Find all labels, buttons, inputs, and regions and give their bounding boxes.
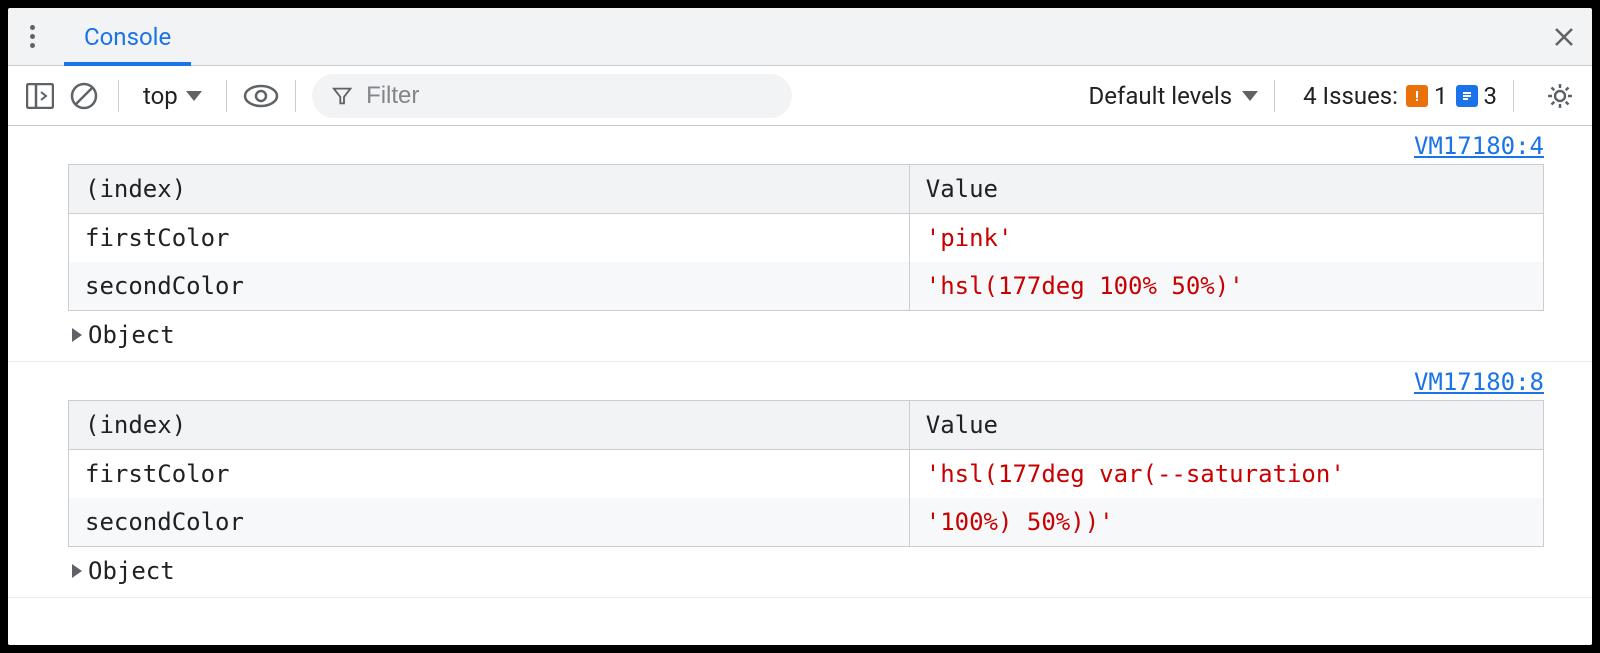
filter-input-container [312, 74, 792, 118]
table-row: secondColor '100%) 50%))' [69, 498, 1544, 547]
table-cell-value: 'hsl(177deg 100% 50%)' [909, 262, 1543, 311]
toolbar-divider [226, 80, 227, 112]
table-cell-value: 'pink' [909, 214, 1543, 263]
devtools-panel: Console top Default levels [8, 8, 1592, 645]
toggle-sidebar-icon[interactable] [22, 78, 58, 114]
settings-icon[interactable] [1542, 78, 1578, 114]
source-link-container: VM17180:8 [68, 362, 1544, 400]
close-icon[interactable] [1548, 21, 1580, 53]
issue-badge-info: 3 [1456, 82, 1498, 110]
toolbar-divider [118, 80, 119, 112]
issues-counter[interactable]: 4 Issues: 1 3 [1303, 82, 1497, 110]
toolbar-divider [295, 80, 296, 112]
tab-console[interactable]: Console [64, 9, 191, 65]
object-label: Object [88, 557, 175, 585]
info-icon [1456, 85, 1478, 107]
console-output: VM17180:4 (index) Value firstColor 'pink… [8, 126, 1592, 645]
warning-count: 1 [1434, 82, 1448, 110]
clear-console-icon[interactable] [66, 78, 102, 114]
object-expand[interactable]: Object [68, 547, 1544, 597]
info-count: 3 [1484, 82, 1498, 110]
table-header[interactable]: Value [909, 401, 1543, 450]
table-row: firstColor 'pink' [69, 214, 1544, 263]
chevron-down-icon [1242, 91, 1258, 101]
live-expression-icon[interactable] [243, 78, 279, 114]
issues-label: 4 Issues: [1303, 82, 1398, 110]
console-toolbar: top Default levels 4 Issues: 1 [8, 66, 1592, 126]
console-table: (index) Value firstColor 'pink' secondCo… [68, 164, 1544, 311]
toolbar-divider [1513, 80, 1514, 112]
filter-input[interactable] [366, 82, 772, 110]
log-levels-selector[interactable]: Default levels [1089, 82, 1259, 110]
filter-icon [332, 85, 352, 107]
table-cell-index: secondColor [69, 498, 910, 547]
console-entry: VM17180:8 (index) Value firstColor 'hsl(… [8, 362, 1592, 598]
warning-icon [1406, 85, 1428, 107]
chevron-down-icon [186, 91, 202, 101]
expand-triangle-icon [72, 328, 82, 342]
toolbar-divider [1274, 80, 1275, 112]
console-entry: VM17180:4 (index) Value firstColor 'pink… [8, 126, 1592, 362]
object-label: Object [88, 321, 175, 349]
tab-bar: Console [8, 8, 1592, 66]
table-header[interactable]: Value [909, 165, 1543, 214]
context-selector[interactable]: top [135, 82, 210, 110]
source-link-container: VM17180:4 [68, 126, 1544, 164]
table-cell-value: '100%) 50%))' [909, 498, 1543, 547]
table-cell-index: firstColor [69, 450, 910, 499]
table-header[interactable]: (index) [69, 165, 910, 214]
table-header-row: (index) Value [69, 165, 1544, 214]
table-cell-value: 'hsl(177deg var(--saturation' [909, 450, 1543, 499]
object-expand[interactable]: Object [68, 311, 1544, 361]
table-header-row: (index) Value [69, 401, 1544, 450]
console-table: (index) Value firstColor 'hsl(177deg var… [68, 400, 1544, 547]
expand-triangle-icon [72, 564, 82, 578]
kebab-menu-icon[interactable] [20, 25, 44, 48]
table-cell-index: firstColor [69, 214, 910, 263]
source-link[interactable]: VM17180:8 [1414, 368, 1544, 396]
table-row: secondColor 'hsl(177deg 100% 50%)' [69, 262, 1544, 311]
table-cell-index: secondColor [69, 262, 910, 311]
context-label: top [143, 82, 178, 110]
levels-label: Default levels [1089, 82, 1233, 110]
source-link[interactable]: VM17180:4 [1414, 132, 1544, 160]
issue-badge-warning: 1 [1406, 82, 1448, 110]
table-row: firstColor 'hsl(177deg var(--saturation' [69, 450, 1544, 499]
table-header[interactable]: (index) [69, 401, 910, 450]
